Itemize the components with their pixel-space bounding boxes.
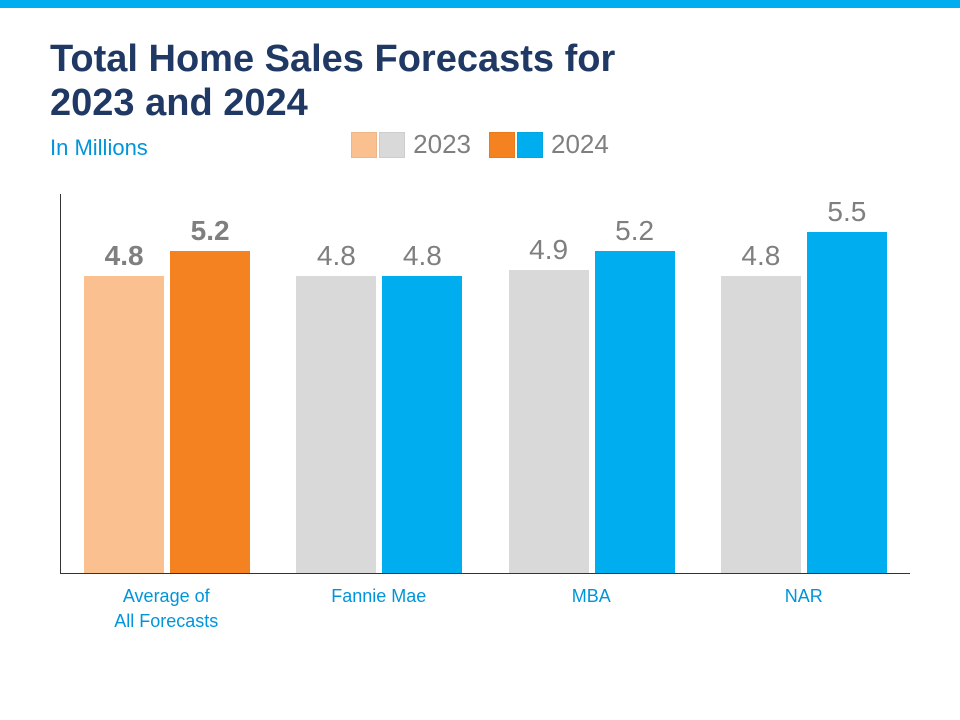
- title-line-2: 2023 and 2024: [50, 82, 308, 124]
- bar-value-label: 5.5: [827, 196, 866, 228]
- bar: 5.5: [807, 232, 887, 573]
- legend-swatch-2023-other: [379, 132, 405, 158]
- legend-swatch-2023-avg: [351, 132, 377, 158]
- legend-label-2024: 2024: [551, 129, 609, 160]
- bar: 4.8: [721, 276, 801, 574]
- bar-group: 4.85.2: [74, 194, 261, 573]
- legend-swatch-2024-avg: [489, 132, 515, 158]
- chart-area: 4.85.24.84.84.95.24.85.5 Average of All …: [60, 194, 910, 624]
- x-axis-labels: Average of All Forecasts Fannie Mae MBA NAR: [60, 574, 910, 624]
- bar: 4.8: [382, 276, 462, 574]
- legend: 2023 2024: [50, 129, 910, 160]
- bar: 4.9: [509, 270, 589, 574]
- x-axis-label: Fannie Mae: [285, 574, 472, 624]
- bar: 4.8: [84, 276, 164, 574]
- bar: 4.8: [296, 276, 376, 574]
- legend-item-2023: 2023: [351, 129, 471, 160]
- plot: 4.85.24.84.84.95.24.85.5: [60, 194, 910, 574]
- bar-value-label: 4.8: [403, 240, 442, 272]
- bar: 5.2: [595, 251, 675, 573]
- bar-group: 4.95.2: [498, 194, 685, 573]
- chart-title: Total Home Sales Forecasts for 2023 and …: [50, 38, 910, 125]
- top-accent-bar: [0, 0, 960, 8]
- bar-group: 4.85.5: [710, 194, 897, 573]
- bar-group: 4.84.8: [286, 194, 473, 573]
- bar-value-label: 5.2: [191, 215, 230, 247]
- bar-value-label: 4.8: [741, 240, 780, 272]
- legend-swatch-2024-other: [517, 132, 543, 158]
- bar-groups: 4.85.24.84.84.95.24.85.5: [61, 194, 910, 573]
- legend-item-2024: 2024: [489, 129, 609, 160]
- bar-value-label: 4.8: [317, 240, 356, 272]
- title-line-1: Total Home Sales Forecasts for: [50, 38, 615, 80]
- x-axis-label: NAR: [710, 574, 897, 624]
- bar: 5.2: [170, 251, 250, 573]
- bar-value-label: 5.2: [615, 215, 654, 247]
- bar-value-label: 4.8: [105, 240, 144, 272]
- legend-label-2023: 2023: [413, 129, 471, 160]
- bar-value-label: 4.9: [529, 234, 568, 266]
- chart-container: Total Home Sales Forecasts for 2023 and …: [0, 8, 960, 624]
- x-axis-label: MBA: [498, 574, 685, 624]
- x-axis-label: Average of All Forecasts: [73, 574, 260, 624]
